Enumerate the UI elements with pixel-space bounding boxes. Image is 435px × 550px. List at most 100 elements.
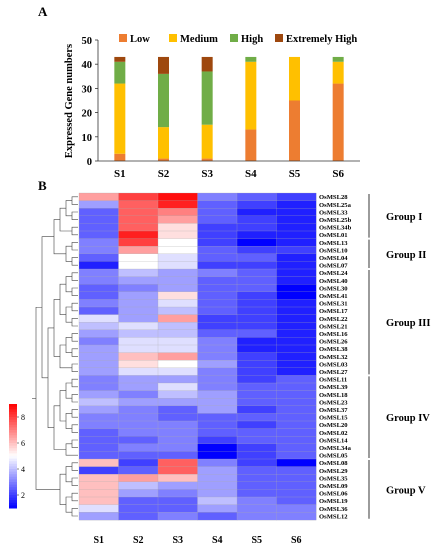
heatmap-cell — [197, 329, 238, 338]
heatmap-cell — [276, 246, 317, 255]
heatmap-cell — [236, 192, 277, 202]
heatmap-cell — [236, 261, 277, 270]
dendrogram-branch — [71, 272, 78, 281]
heatmap-cell — [236, 405, 277, 414]
heatmap-cell — [157, 208, 198, 217]
y-tick-label: 0 — [87, 157, 92, 168]
heatmap-cell — [236, 344, 277, 354]
heatmap-cell — [157, 322, 198, 331]
heatmap-cell — [157, 466, 198, 475]
heatmap-cell — [276, 306, 317, 316]
color-scale-segment — [9, 461, 17, 465]
heatmap-cell — [236, 223, 277, 232]
heatmap-cell — [197, 284, 238, 293]
heatmap-cell — [78, 360, 119, 369]
bar-segment — [289, 56, 300, 101]
heatmap-cell — [157, 268, 198, 278]
heatmap-cell — [157, 512, 198, 521]
color-scale-segment — [9, 500, 17, 504]
heatmap-cell — [276, 314, 317, 323]
bar-segment — [201, 71, 213, 125]
row-label: OsMSL08 — [319, 460, 348, 467]
heatmap-cell — [157, 375, 198, 384]
heatmap-cell — [78, 512, 119, 521]
dendrogram-branch — [47, 327, 54, 428]
group-label: Group I — [386, 212, 422, 223]
heatmap-cell — [118, 458, 159, 468]
heatmap-cell — [118, 329, 159, 338]
color-scale-tick-label: 8 — [21, 413, 25, 422]
bar-segment — [201, 56, 213, 72]
heatmap-cell — [236, 375, 277, 384]
heatmap-cell — [236, 466, 277, 475]
heatmap-cell — [236, 200, 277, 209]
heatmap-cell — [78, 474, 119, 483]
row-label: OsMSL37 — [319, 407, 348, 414]
bar-segment — [158, 73, 169, 128]
heatmap-cell — [157, 489, 198, 498]
heatmap-cell — [157, 329, 198, 338]
heatmap-cell — [78, 223, 119, 232]
row-label: OsMSL35 — [319, 475, 348, 482]
row-labels: OsMSL28OsMSL25aOsMSL33OsMSL25bOsMSL34bOs… — [319, 194, 352, 520]
heatmap-cell — [197, 360, 238, 369]
heatmap-cell — [78, 306, 119, 316]
heatmap-cell — [197, 504, 238, 513]
heatmap-cell — [276, 284, 317, 293]
color-scale-segment — [9, 471, 17, 475]
heatmap-cell — [157, 261, 198, 270]
heatmap-cell — [78, 451, 119, 460]
heatmap-cell — [78, 344, 119, 354]
heatmap-cell — [197, 512, 238, 521]
bar-segment — [289, 100, 300, 161]
heatmap-cell — [236, 504, 277, 513]
heatmap-cell — [118, 405, 159, 414]
color-scale-segment — [9, 479, 17, 483]
bar-segment — [332, 56, 344, 62]
color-scale-segment — [9, 406, 17, 410]
heatmap-cell — [236, 238, 277, 247]
heatmap-cell — [118, 474, 159, 483]
row-label: OsMSL34a — [319, 445, 352, 452]
dendrogram-branch — [71, 363, 78, 372]
group-brackets: Group I Group II Group III Group IV Group V — [368, 194, 430, 519]
color-scale-segment — [9, 453, 17, 457]
dendrogram-branch — [65, 413, 72, 429]
heatmap-cell — [118, 420, 159, 430]
dendrogram-branch — [71, 242, 78, 251]
heatmap-cell — [197, 367, 238, 376]
dendrogram-branch — [65, 306, 72, 323]
dendrogram-branch — [71, 394, 78, 403]
bar-segment — [245, 129, 257, 161]
heatmap-cell — [118, 253, 159, 262]
heatmap-cell — [157, 314, 198, 323]
heatmap-cells — [78, 192, 317, 521]
heatmap-cell — [276, 329, 317, 338]
column-label: S2 — [133, 535, 144, 546]
legend: Low Medium High Extremely High — [119, 34, 357, 45]
heatmap-cell — [78, 458, 119, 468]
heatmap-cell — [276, 367, 317, 376]
heatmap-cell — [236, 367, 277, 376]
heatmap-cell — [78, 299, 119, 308]
heatmap-cell — [118, 496, 159, 506]
column-labels: S1 S2 S3 S4 S5 S6 — [93, 535, 301, 546]
heatmap-cell — [118, 398, 159, 407]
heatmap-cell — [276, 428, 317, 437]
row-label: OsMSL26 — [319, 339, 348, 346]
legend-label: Low — [130, 34, 150, 45]
heatmap-cell — [78, 208, 119, 217]
x-tick-label: S4 — [245, 168, 257, 180]
heatmap-cell — [197, 253, 238, 262]
heatmap-cell — [78, 215, 119, 224]
heatmap-cell — [197, 215, 238, 224]
heatmap-cell — [118, 230, 159, 240]
color-scale-segment — [9, 411, 17, 415]
dendrogram-branch — [65, 496, 72, 513]
bar-segment — [201, 124, 213, 159]
dendrogram-branch — [71, 508, 78, 517]
row-label: OsMSL36 — [319, 506, 348, 513]
dendrogram-branch — [71, 424, 78, 433]
row-label: OsMSL17 — [319, 308, 348, 315]
heatmap-cell — [78, 428, 119, 437]
